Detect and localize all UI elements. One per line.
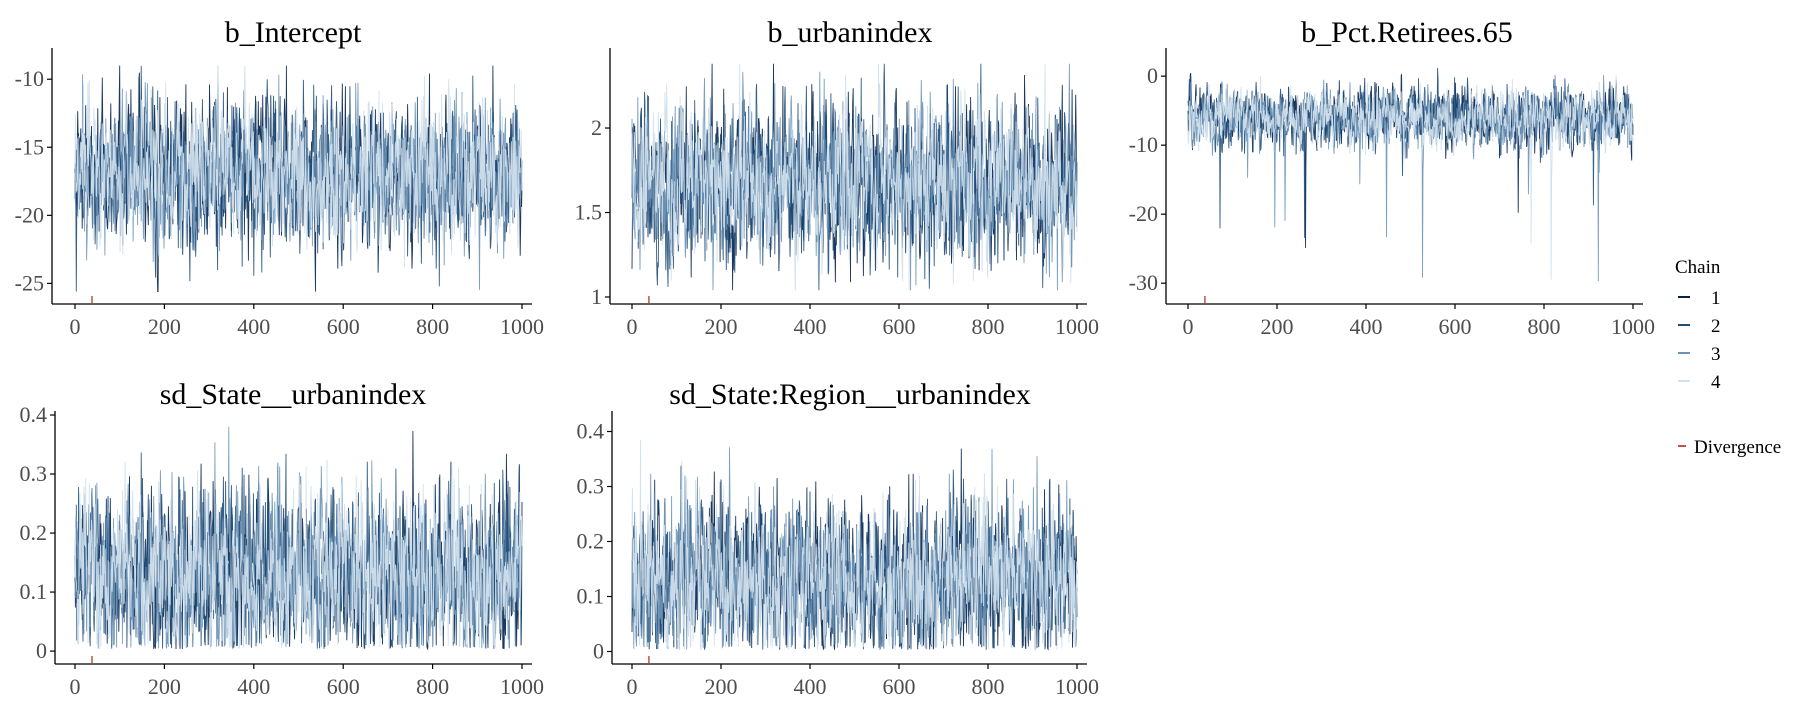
legend-label: 3 <box>1711 344 1721 365</box>
panel-b-intercept: b_Intercept -25 -20 -15 -10 0 200 400 600 800 100… <box>15 16 544 339</box>
trace-chain-4 <box>1187 75 1634 280</box>
x-tick-label: 400 <box>237 674 270 699</box>
x-tick-label: 1000 <box>1055 314 1099 339</box>
x-tick-label: 1000 <box>1611 314 1655 339</box>
y-tick-label: 0.1 <box>577 584 605 609</box>
x-tick-label: 200 <box>1261 314 1294 339</box>
y-tick-label: 0.4 <box>20 402 48 427</box>
x-tick-label: 1000 <box>1055 674 1099 699</box>
y-tick-label: 2 <box>591 115 602 140</box>
x-tick-label: 0 <box>1183 314 1194 339</box>
x-tick-label: 400 <box>1350 314 1383 339</box>
panel-title: b_Pct.Retirees.65 <box>1301 16 1513 49</box>
x-tick-label: 600 <box>327 674 360 699</box>
x-tick-label: 800 <box>416 674 449 699</box>
x-tick-label: 400 <box>794 314 827 339</box>
x-tick-label: 0 <box>70 314 81 339</box>
x-tick-label: 800 <box>972 674 1005 699</box>
x-tick-label: 200 <box>705 314 738 339</box>
panel-sd-state-urbanindex: sd_State__urbanindex 0 0.1 0.2 0.3 0.4 0 200 40… <box>20 378 545 699</box>
trace-chain-4 <box>631 439 1078 651</box>
x-tick-label: 0 <box>70 674 81 699</box>
x-tick-label: 800 <box>1528 314 1561 339</box>
x-tick-label: 600 <box>1439 314 1472 339</box>
x-tick-label: 600 <box>883 674 916 699</box>
panel-b-urbanindex: b_urbanindex 1 1.5 2 0 200 400 600 800 1000 <box>575 16 1100 339</box>
x-tick-label: 1000 <box>500 674 544 699</box>
legend-item-chain-3: 3 <box>1678 344 1721 365</box>
trace-chain-4 <box>74 65 523 268</box>
y-tick-label: 0.1 <box>20 579 48 604</box>
legend-item-chain-1: 1 <box>1678 288 1721 309</box>
x-tick-label: 400 <box>237 314 270 339</box>
x-tick-label: 0 <box>627 314 638 339</box>
x-tick-label: 800 <box>416 314 449 339</box>
panel-title: sd_State:Region__urbanindex <box>669 378 1031 411</box>
legend-label: 4 <box>1711 372 1721 393</box>
x-tick-label: 0 <box>627 674 638 699</box>
legend-item-chain-2: 2 <box>1678 316 1721 337</box>
y-tick-label: 0.3 <box>20 461 48 486</box>
y-tick-label: -10 <box>15 66 44 91</box>
panel-b-pct-retirees-65: b_Pct.Retirees.65 -30 -20 -10 0 0 200 400 600 80… <box>1129 16 1655 339</box>
legend-item-divergence: Divergence <box>1678 437 1781 458</box>
x-tick-label: 1000 <box>500 314 544 339</box>
legend-item-chain-4: 4 <box>1678 372 1721 393</box>
panel-title: sd_State__urbanindex <box>160 378 427 411</box>
trace-chain-4 <box>74 459 523 650</box>
y-tick-label: -20 <box>1129 201 1158 226</box>
x-tick-label: 800 <box>972 314 1005 339</box>
panel-title: b_Intercept <box>225 16 362 49</box>
x-tick-label: 600 <box>327 314 360 339</box>
y-tick-label: 0 <box>36 638 47 663</box>
y-tick-label: 0.2 <box>20 520 48 545</box>
panel-sd-state-region-urbanindex: sd_State:Region__urbanindex 0 0.1 0.2 0.3 0.… <box>577 378 1100 699</box>
y-tick-label: 0.4 <box>577 419 605 444</box>
y-tick-label: -20 <box>15 202 44 227</box>
y-tick-label: 0 <box>593 639 604 664</box>
legend-label: 2 <box>1711 316 1721 337</box>
trace-chain-3 <box>74 426 523 650</box>
y-tick-label: 0 <box>1147 63 1158 88</box>
y-tick-label: -25 <box>15 270 44 295</box>
y-tick-label: 1.5 <box>575 200 603 225</box>
y-tick-label: -30 <box>1129 270 1158 295</box>
panel-title: b_urbanindex <box>768 16 933 49</box>
y-tick-label: 0.2 <box>577 529 605 554</box>
x-tick-label: 400 <box>794 674 827 699</box>
y-tick-label: -15 <box>15 134 44 159</box>
x-tick-label: 200 <box>148 674 181 699</box>
y-tick-label: 1 <box>591 284 602 309</box>
legend: Chain 1 2 3 4 Divergence <box>1675 257 1781 458</box>
legend-label-divergence: Divergence <box>1694 437 1781 458</box>
y-tick-label: -10 <box>1129 132 1158 157</box>
x-tick-label: 200 <box>705 674 738 699</box>
legend-title: Chain <box>1675 257 1721 278</box>
trace-chain-2 <box>1187 67 1634 238</box>
x-tick-label: 200 <box>148 314 181 339</box>
y-tick-label: 0.3 <box>577 474 605 499</box>
legend-label: 1 <box>1711 288 1721 309</box>
trace-chain-4 <box>631 63 1078 291</box>
x-tick-label: 600 <box>883 314 916 339</box>
